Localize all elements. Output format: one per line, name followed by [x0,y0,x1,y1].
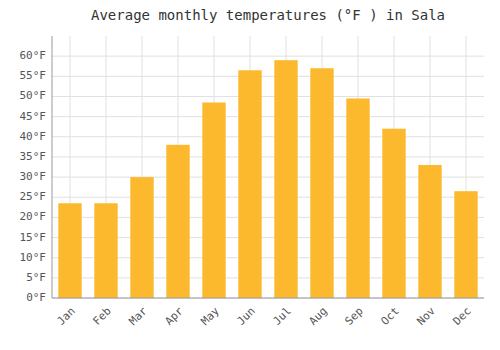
y-tick-label: 5°F [26,271,46,284]
x-tick-label: Dec [451,305,474,328]
y-axis-line [52,36,53,298]
y-tick-label: 20°F [20,210,47,223]
y-grid-line [52,96,484,97]
x-tick-label: Jan [55,305,78,328]
y-grid-line [52,116,484,117]
y-grid-line [52,298,484,299]
bar [454,191,477,298]
y-tick-label: 35°F [20,150,47,163]
y-grid-line [52,136,484,137]
bar [94,203,117,298]
y-grid-line [52,156,484,157]
y-grid-line [52,56,484,57]
bar [166,145,189,298]
x-tick-label: Jun [235,305,258,328]
x-tick-label: Aug [307,305,330,328]
x-axis: Jan Feb Mar Apr May Jun Jul Aug Sep Oct Nov Dec [55,304,474,328]
x-tick-label: Mar [127,304,151,328]
bar [238,70,261,298]
x-tick-label: Feb [91,305,114,328]
y-tick-label: 15°F [20,231,47,244]
bar [310,68,333,298]
bar [274,60,297,298]
y-tick-label: 0°F [26,291,46,304]
y-tick-label: 30°F [20,170,47,183]
title: Average monthly temperatures (°F ) in Sa… [91,7,445,23]
y-tick-label: 50°F [20,89,47,102]
y-tick-label: 60°F [20,49,47,62]
bar [202,103,225,298]
x-tick-label: May [199,304,223,328]
y-tick-label: 55°F [20,69,47,82]
y-tick-label: 45°F [20,110,47,123]
x-tick-label: Jul [271,305,294,328]
grid [52,36,484,298]
bar [418,165,441,298]
y-axis: 0°F 5°F 10°F 15°F 20°F 25°F 30°F 35°F 40°F 45°F 50… [20,49,47,304]
x-tick-label: Oct [379,305,402,328]
bar [382,129,405,298]
bars [58,60,477,298]
y-tick-label: 25°F [20,190,47,203]
chart: 0°F 5°F 10°F 15°F 20°F 25°F 30°F 35°F 40°F 45°F 50… [0,0,500,350]
x-tick-label: Apr [163,304,187,328]
bar [58,203,81,298]
bar [346,98,369,298]
bar [130,177,153,298]
y-tick-label: 10°F [20,251,47,264]
x-tick-label: Sep [343,305,366,328]
y-tick-label: 40°F [20,130,47,143]
x-tick-label: Nov [415,304,439,328]
x-axis-line [52,298,484,299]
y-grid-line [52,76,484,77]
